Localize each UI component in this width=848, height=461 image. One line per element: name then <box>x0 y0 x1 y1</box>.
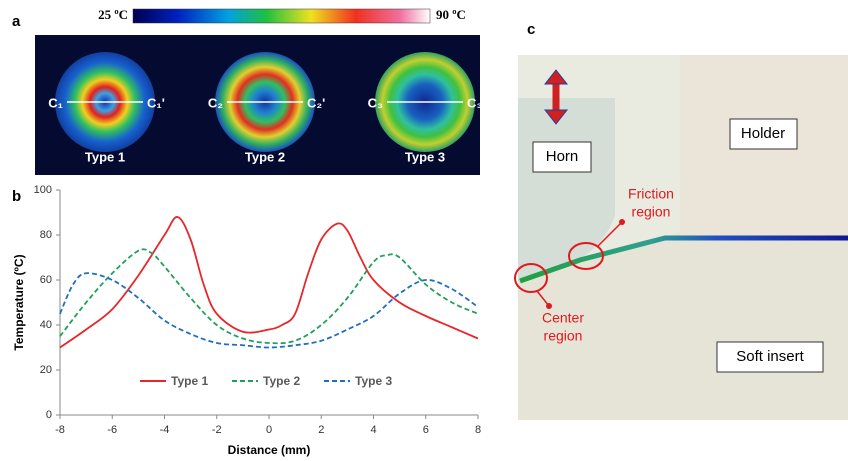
colorbar-min: 25 ºC <box>98 7 128 22</box>
soft-insert-label: Soft insert <box>736 348 804 365</box>
section-start: C₁ <box>48 95 63 110</box>
x-tick-label: 8 <box>475 424 481 436</box>
colorbar-max: 90 ºC <box>436 7 466 22</box>
y-tick-label: 80 <box>40 229 52 241</box>
figure: a 25 ºC 90 ºC C₁ C₁' Type 1 C₂ C₂' Type 2 C₃ C₃… <box>0 0 848 461</box>
y-axis-label: Temperature (ºC) <box>12 254 26 350</box>
section-end: C₃' <box>467 95 486 110</box>
x-tick-label: 6 <box>423 424 429 436</box>
panel-label: a <box>12 13 21 30</box>
x-tick-label: 4 <box>370 424 376 436</box>
y-tick-label: 100 <box>34 184 52 196</box>
x-tick-label: -6 <box>107 424 117 436</box>
section-start: C₂ <box>208 95 223 110</box>
section-end: C₂' <box>307 95 325 110</box>
legend-label: Type 1 <box>171 374 208 388</box>
x-tick-label: 0 <box>266 424 272 436</box>
section-start: C₃ <box>368 95 383 110</box>
friction-label: region <box>632 204 671 220</box>
image-label: Type 1 <box>85 149 125 164</box>
panel-label: b <box>12 188 21 205</box>
y-tick-label: 0 <box>46 409 52 421</box>
friction-label: Friction <box>628 186 674 202</box>
horn-label: Horn <box>546 148 579 165</box>
legend-label: Type 2 <box>263 374 300 388</box>
holder-label: Holder <box>741 125 785 142</box>
panel-label: c <box>527 21 535 38</box>
x-tick-label: -8 <box>55 424 65 436</box>
center-label: Center <box>542 310 584 326</box>
center-label: region <box>544 328 583 344</box>
y-tick-label: 40 <box>40 319 52 331</box>
leader-dot <box>546 303 552 309</box>
leader-dot <box>619 219 625 225</box>
x-tick-label: -2 <box>212 424 222 436</box>
x-axis-label: Distance (mm) <box>228 443 311 457</box>
colorbar <box>133 9 430 23</box>
x-tick-label: -4 <box>160 424 170 436</box>
legend-label: Type 3 <box>355 374 392 388</box>
y-tick-label: 20 <box>40 364 52 376</box>
section-end: C₁' <box>147 95 165 110</box>
image-label: Type 2 <box>245 149 285 164</box>
x-tick-label: 2 <box>318 424 324 436</box>
series-line <box>60 217 478 348</box>
image-label: Type 3 <box>405 149 445 164</box>
y-tick-label: 60 <box>40 274 52 286</box>
